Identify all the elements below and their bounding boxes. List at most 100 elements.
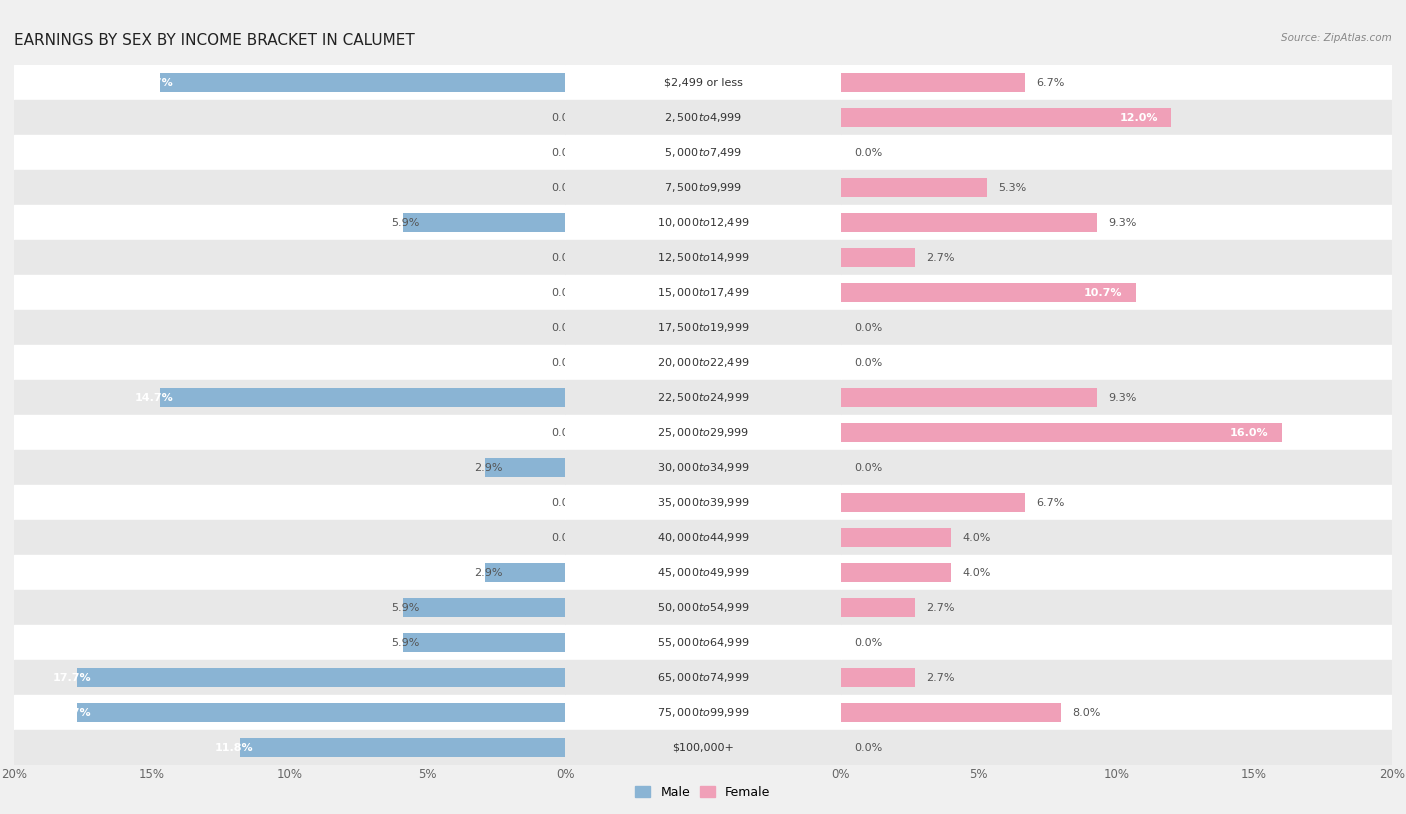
- Bar: [841, 528, 950, 547]
- Bar: [565, 310, 841, 345]
- Text: $45,000 to $49,999: $45,000 to $49,999: [657, 567, 749, 579]
- Bar: [841, 213, 1097, 232]
- Bar: [14, 590, 565, 625]
- Bar: [14, 485, 565, 520]
- Bar: [841, 178, 987, 197]
- Text: 17.7%: 17.7%: [52, 707, 91, 718]
- Bar: [841, 520, 1392, 555]
- Text: EARNINGS BY SEX BY INCOME BRACKET IN CALUMET: EARNINGS BY SEX BY INCOME BRACKET IN CAL…: [14, 33, 415, 47]
- Text: 10.7%: 10.7%: [1084, 287, 1122, 298]
- Text: 14.7%: 14.7%: [135, 392, 174, 403]
- Bar: [841, 415, 1392, 450]
- Bar: [565, 520, 841, 555]
- Text: $17,500 to $19,999: $17,500 to $19,999: [657, 322, 749, 334]
- Text: 0.0%: 0.0%: [855, 637, 883, 648]
- Text: 5.9%: 5.9%: [392, 637, 420, 648]
- Text: 5.9%: 5.9%: [392, 217, 420, 228]
- Text: $2,499 or less: $2,499 or less: [664, 77, 742, 88]
- Bar: [841, 598, 915, 617]
- Bar: [565, 345, 841, 380]
- Text: $25,000 to $29,999: $25,000 to $29,999: [657, 427, 749, 439]
- Bar: [402, 633, 565, 652]
- Bar: [14, 730, 565, 765]
- Bar: [841, 240, 1392, 275]
- Bar: [14, 310, 565, 345]
- Bar: [14, 450, 565, 485]
- Text: $7,500 to $9,999: $7,500 to $9,999: [664, 182, 742, 194]
- Text: 2.9%: 2.9%: [474, 567, 503, 578]
- Text: 0.0%: 0.0%: [551, 182, 579, 193]
- Bar: [841, 170, 1392, 205]
- Text: 16.0%: 16.0%: [1229, 427, 1268, 438]
- Bar: [841, 703, 1062, 722]
- Bar: [14, 100, 565, 135]
- Text: 4.0%: 4.0%: [962, 567, 990, 578]
- Text: 0.0%: 0.0%: [551, 112, 579, 123]
- Bar: [841, 248, 915, 267]
- Text: 5.3%: 5.3%: [998, 182, 1026, 193]
- Bar: [14, 205, 565, 240]
- Bar: [841, 380, 1392, 415]
- Text: $22,500 to $24,999: $22,500 to $24,999: [657, 392, 749, 404]
- Bar: [485, 458, 565, 477]
- Text: 6.7%: 6.7%: [1036, 77, 1064, 88]
- Bar: [565, 170, 841, 205]
- Bar: [841, 563, 950, 582]
- Bar: [565, 485, 841, 520]
- Text: 0.0%: 0.0%: [551, 147, 579, 158]
- Bar: [841, 205, 1392, 240]
- Bar: [841, 423, 1282, 442]
- Text: $65,000 to $74,999: $65,000 to $74,999: [657, 672, 749, 684]
- Text: 11.8%: 11.8%: [215, 742, 254, 753]
- Bar: [841, 555, 1392, 590]
- Text: $5,000 to $7,499: $5,000 to $7,499: [664, 147, 742, 159]
- Bar: [841, 660, 1392, 695]
- Bar: [565, 275, 841, 310]
- Bar: [565, 695, 841, 730]
- Text: $75,000 to $99,999: $75,000 to $99,999: [657, 707, 749, 719]
- Text: 8.0%: 8.0%: [1073, 707, 1101, 718]
- Bar: [841, 283, 1136, 302]
- Bar: [14, 345, 565, 380]
- Text: $12,500 to $14,999: $12,500 to $14,999: [657, 252, 749, 264]
- Text: 2.7%: 2.7%: [927, 602, 955, 613]
- Text: 4.0%: 4.0%: [962, 532, 990, 543]
- Bar: [77, 668, 565, 687]
- Bar: [841, 310, 1392, 345]
- Bar: [14, 695, 565, 730]
- Text: 17.7%: 17.7%: [52, 672, 91, 683]
- Text: 0.0%: 0.0%: [551, 252, 579, 263]
- Bar: [14, 240, 565, 275]
- Text: 2.7%: 2.7%: [927, 252, 955, 263]
- Text: 0.0%: 0.0%: [855, 357, 883, 368]
- Text: $10,000 to $12,499: $10,000 to $12,499: [657, 217, 749, 229]
- Text: 2.9%: 2.9%: [474, 462, 503, 473]
- Bar: [14, 170, 565, 205]
- Text: $40,000 to $44,999: $40,000 to $44,999: [657, 532, 749, 544]
- Bar: [565, 205, 841, 240]
- Text: 2.7%: 2.7%: [927, 672, 955, 683]
- Bar: [841, 275, 1392, 310]
- Text: 9.3%: 9.3%: [1108, 217, 1136, 228]
- Text: 6.7%: 6.7%: [1036, 497, 1064, 508]
- Text: 0.0%: 0.0%: [855, 322, 883, 333]
- Bar: [565, 555, 841, 590]
- Bar: [565, 240, 841, 275]
- Text: 0.0%: 0.0%: [551, 357, 579, 368]
- Text: 12.0%: 12.0%: [1119, 112, 1157, 123]
- Text: Source: ZipAtlas.com: Source: ZipAtlas.com: [1281, 33, 1392, 42]
- Text: 0.0%: 0.0%: [551, 322, 579, 333]
- Text: $50,000 to $54,999: $50,000 to $54,999: [657, 602, 749, 614]
- Text: 0.0%: 0.0%: [855, 462, 883, 473]
- Text: $20,000 to $22,499: $20,000 to $22,499: [657, 357, 749, 369]
- Text: 0.0%: 0.0%: [855, 742, 883, 753]
- Bar: [841, 135, 1392, 170]
- Bar: [841, 73, 1025, 92]
- Bar: [565, 100, 841, 135]
- Bar: [240, 738, 565, 757]
- Text: $30,000 to $34,999: $30,000 to $34,999: [657, 462, 749, 474]
- Bar: [565, 660, 841, 695]
- Bar: [565, 65, 841, 100]
- Bar: [565, 135, 841, 170]
- Text: 9.3%: 9.3%: [1108, 392, 1136, 403]
